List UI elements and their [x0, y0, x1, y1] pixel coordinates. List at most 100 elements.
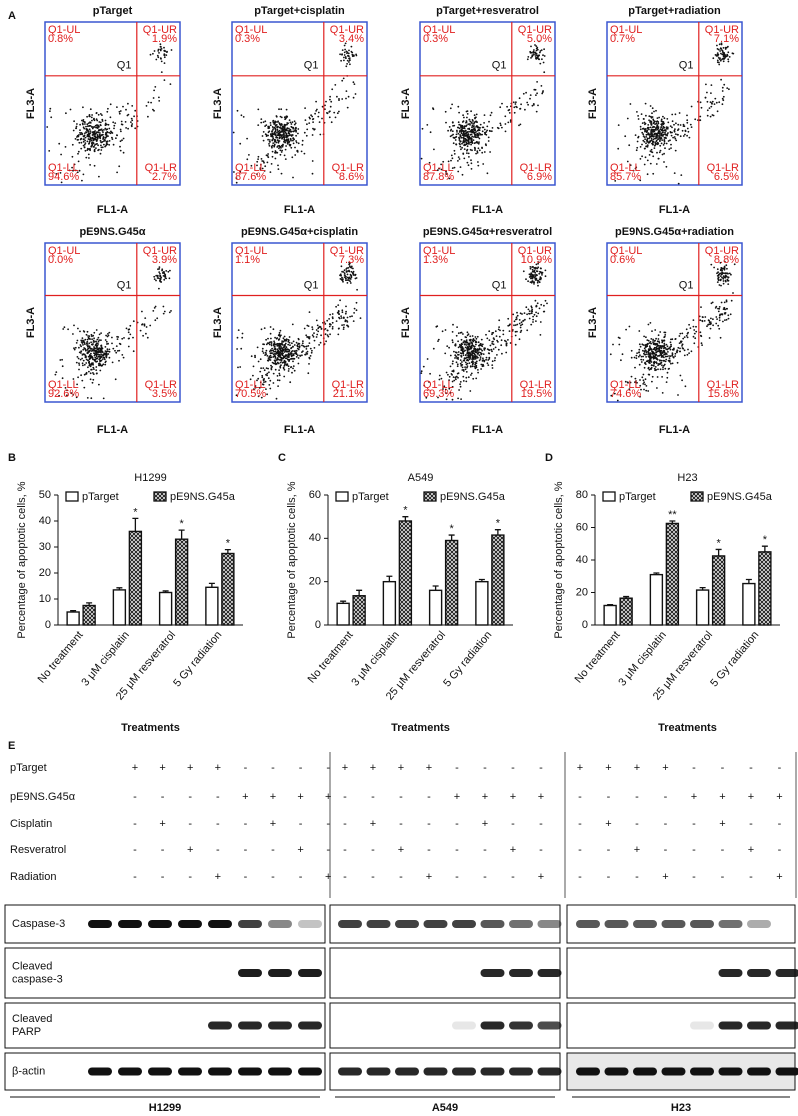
event-dot: [543, 48, 545, 51]
event-dot: [284, 141, 287, 144]
event-dot: [639, 125, 642, 128]
y-tick-label: 40: [309, 532, 321, 544]
event-dot: [513, 320, 516, 323]
event-dot: [121, 139, 123, 142]
event-dot: [653, 365, 655, 367]
event-dot: [261, 135, 264, 137]
event-dot: [79, 358, 82, 361]
event-dot: [506, 105, 508, 108]
event-dot: [271, 130, 273, 133]
event-dot: [508, 108, 511, 111]
event-dot: [82, 344, 84, 346]
event-dot: [82, 140, 85, 143]
event-dot: [280, 134, 283, 137]
event-dot: [83, 127, 86, 130]
event-dot: [120, 120, 123, 123]
event-dot: [635, 149, 638, 152]
quadrant-name: Q1-LR: [145, 379, 177, 391]
event-dot: [277, 139, 279, 142]
event-dot: [471, 365, 474, 368]
event-dot: [258, 387, 261, 389]
event-dot: [263, 381, 265, 383]
event-dot: [286, 127, 289, 130]
event-dot: [90, 350, 93, 352]
event-dot: [288, 336, 291, 338]
event-dot: [466, 348, 469, 351]
event-dot: [647, 366, 650, 369]
event-dot: [669, 131, 672, 133]
plot-title: pE9NS.G45α: [79, 226, 145, 238]
event-dot: [89, 122, 92, 124]
bar: [112, 589, 127, 626]
event-dot: [346, 59, 349, 62]
sign: -: [578, 791, 582, 803]
event-dot: [444, 352, 447, 355]
event-dot: [610, 394, 613, 397]
event-dot: [636, 111, 638, 113]
quadrant-percent: 69.3%: [423, 388, 454, 400]
event-dot: [721, 276, 723, 279]
event-dot: [688, 136, 691, 139]
event-dot: [461, 173, 464, 176]
sign: -: [539, 762, 543, 774]
event-dot: [85, 333, 88, 336]
event-dot: [465, 340, 467, 343]
event-dot: [725, 264, 728, 267]
event-dot: [467, 333, 470, 336]
event-dot: [71, 155, 74, 158]
event-dot: [279, 359, 281, 361]
event-dot: [652, 361, 655, 364]
event-dot: [639, 384, 642, 387]
blot-band: [747, 969, 771, 977]
sign: -: [299, 762, 303, 774]
event-dot: [341, 311, 344, 314]
sign: -: [749, 871, 753, 883]
blot-band: [537, 969, 562, 977]
event-dot: [728, 56, 731, 58]
event-dot: [483, 122, 485, 124]
event-dot: [685, 328, 688, 331]
plot-title: pTarget+cisplatin: [254, 5, 345, 17]
event-dot: [131, 119, 134, 122]
event-dot: [146, 336, 149, 339]
event-dot: [271, 135, 274, 138]
event-dot: [447, 129, 449, 132]
event-dot: [488, 358, 491, 360]
event-dot: [98, 333, 101, 336]
event-dot: [284, 357, 287, 360]
event-dot: [494, 357, 496, 359]
event-dot: [167, 270, 170, 273]
event-dot: [278, 369, 280, 371]
event-dot: [58, 142, 61, 145]
y-axis-label: FL3-A: [587, 88, 599, 119]
event-dot: [531, 276, 534, 279]
event-dot: [125, 127, 127, 129]
event-dot: [452, 360, 454, 363]
blot-label: Cleaved: [12, 960, 52, 972]
event-dot: [657, 138, 659, 141]
event-dot: [671, 126, 673, 129]
event-dot: [476, 352, 479, 355]
event-dot: [119, 145, 121, 148]
event-dot: [678, 335, 681, 337]
event-dot: [473, 114, 476, 117]
event-dot: [668, 357, 671, 359]
sign: +: [605, 762, 611, 774]
gate-label: Q1: [304, 279, 319, 291]
event-dot: [673, 172, 676, 175]
event-dot: [269, 387, 272, 390]
event-dot: [733, 263, 736, 266]
event-dot: [647, 339, 650, 342]
event-dot: [460, 331, 463, 334]
event-dot: [543, 304, 545, 307]
legend-swatch: [690, 491, 704, 502]
event-dot: [89, 147, 91, 150]
event-dot: [666, 127, 669, 130]
event-dot: [700, 306, 702, 308]
event-dot: [455, 375, 458, 378]
event-dot: [701, 344, 703, 346]
event-dot: [648, 128, 650, 131]
event-dot: [708, 319, 710, 322]
event-dot: [88, 355, 91, 357]
event-dot: [89, 138, 92, 141]
